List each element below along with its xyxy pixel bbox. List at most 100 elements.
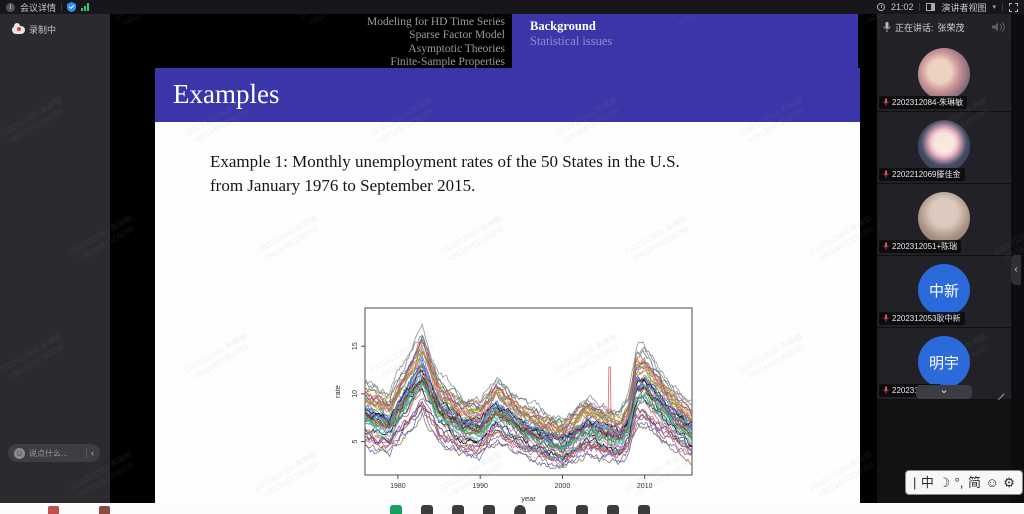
svg-text:1980: 1980 <box>390 483 406 490</box>
svg-text:10: 10 <box>352 390 359 398</box>
divider <box>61 3 63 11</box>
mic-icon <box>883 21 891 32</box>
header-line: Modeling for HD Time Series <box>367 16 505 28</box>
svg-text:rate: rate <box>333 385 342 398</box>
record-icon[interactable] <box>514 505 526 514</box>
slide-title: Examples <box>173 79 280 109</box>
screen-share-icon[interactable] <box>483 505 495 514</box>
unemployment-chart: 5 10 15 rate 1980 1990 2000 2010 year <box>330 303 700 503</box>
participant-tile[interactable]: 2202212069滕佳金 <box>877 112 1011 184</box>
speaking-header: 正在讲话: 张荣茂 <box>877 14 1011 40</box>
chat-input[interactable]: ☺ 说点什么... ‹ <box>8 444 100 462</box>
chevron-down-icon[interactable]: ▾ <box>992 4 996 11</box>
ime-simplified[interactable]: 简 <box>967 475 981 490</box>
info-icon: i <box>6 2 15 12</box>
svg-text:15: 15 <box>352 342 359 350</box>
meeting-bottom-toolbar <box>390 505 650 514</box>
taskbar-left-icons[interactable] <box>48 506 110 514</box>
ime-emoji-icon[interactable]: ☺ <box>985 475 999 490</box>
svg-text:year: year <box>521 494 536 503</box>
speaker-name: 张荣茂 <box>937 22 965 33</box>
participant-tile[interactable]: 2202312084-朱琳敏 <box>877 40 1011 112</box>
avatar: 明宇 <box>918 336 970 388</box>
ime-settings-gear-icon[interactable]: ⚙ <box>1003 475 1015 490</box>
header-section-sub: Statistical issues <box>530 34 613 48</box>
camera-green-icon[interactable] <box>390 505 402 514</box>
recording-indicator: 录制中 <box>12 22 57 36</box>
view-layout-icon <box>926 3 936 11</box>
header-line: Finite-Sample Properties <box>390 56 505 69</box>
ime-punctuation[interactable]: °, <box>954 475 964 490</box>
cloud-record-icon <box>12 22 25 34</box>
header-line: Sparse Factor Model <box>409 29 505 42</box>
mic-icon[interactable] <box>421 505 433 514</box>
muted-mic-icon <box>883 242 889 250</box>
bottom-strip <box>0 503 1024 514</box>
participant-name-chip: 2202312053耿中新 <box>879 312 965 325</box>
meeting-details-button[interactable]: 会议详情 <box>20 2 57 13</box>
ime-cursor: | <box>913 475 917 490</box>
ime-halfwidth-moon-icon[interactable]: ☽ <box>938 475 951 490</box>
divider <box>1002 3 1003 11</box>
right-edge-strip: ‹ <box>1011 14 1024 503</box>
meeting-time: 21:02 <box>890 2 914 12</box>
participants-icon[interactable] <box>452 505 464 514</box>
participant-label: 2202312084-朱琳敏 <box>892 98 964 107</box>
chat-placeholder[interactable]: 说点什么... <box>29 448 68 458</box>
participants-sidebar: 正在讲话: 张荣茂 2202312084-朱琳敏 2202212069滕佳金 220… <box>877 14 1011 503</box>
document-icon[interactable] <box>545 505 557 514</box>
screen-share-area: Modeling for HD Time Series Sparse Facto… <box>110 14 877 503</box>
volume-icon <box>992 22 1005 32</box>
participant-label: 2202312051+陈瑞 <box>892 242 958 251</box>
participant-tile[interactable]: 2202312051+陈瑞 <box>877 184 1011 256</box>
header-section-title: Background <box>530 19 596 33</box>
emoji-icon[interactable]: ☺ <box>14 447 25 459</box>
participant-tile[interactable]: 明宇 2202312048 <box>877 328 1011 400</box>
clock-icon <box>876 3 885 11</box>
participant-tile[interactable]: 中新 2202312053耿中新 <box>877 256 1011 328</box>
muted-mic-icon <box>883 314 889 322</box>
slide-title-bar: Examples <box>155 68 860 122</box>
example-paragraph: Example 1: Monthly unemployment rates of… <box>210 150 830 198</box>
network-signal-icon <box>81 3 90 11</box>
muted-mic-icon <box>883 170 889 178</box>
avatar <box>918 192 970 244</box>
avatar: 中新 <box>918 264 970 316</box>
view-mode-dropdown[interactable]: 演讲者视图 <box>941 2 987 13</box>
sidebar-collapse-chevron[interactable]: ⌄ <box>916 385 972 399</box>
participant-label: 2202312053耿中新 <box>892 314 961 323</box>
slide-body: Example 1: Monthly unemployment rates of… <box>155 122 860 503</box>
participant-label: 2202312048 <box>892 386 937 395</box>
meeting-topbar: i 会议详情 21:02 演讲者视图 ▾ <box>0 0 1024 14</box>
example-line1: Example 1: Monthly unemployment rates of… <box>210 152 680 171</box>
ime-toolbar[interactable]: | 中 ☽ °, 简 ☺ ⚙ <box>905 470 1023 495</box>
example-line2: from January 1976 to September 2015. <box>210 176 476 195</box>
slide-header-topics: Modeling for HD Time Series Sparse Facto… <box>110 14 505 68</box>
app-icon[interactable] <box>48 506 59 514</box>
sidebar-resize-handle[interactable] <box>995 388 1005 402</box>
avatar <box>918 48 970 100</box>
fullscreen-icon[interactable] <box>1009 2 1018 12</box>
slide-header-section: Background Statistical issues <box>512 14 858 68</box>
security-icon[interactable] <box>607 505 619 514</box>
muted-mic-icon <box>883 98 889 106</box>
timer-icon[interactable] <box>576 505 588 514</box>
security-shield-icon[interactable] <box>67 2 77 12</box>
header-line: Asymptotic Theories <box>408 42 505 55</box>
svg-text:5: 5 <box>352 440 359 444</box>
sidebar-collapse-tab[interactable]: ‹ <box>1011 255 1021 285</box>
avatar <box>918 120 970 172</box>
participant-tiles: 2202312084-朱琳敏 2202212069滕佳金 2202312051+陈瑞… <box>877 40 1011 400</box>
app-icon[interactable] <box>99 506 110 514</box>
recording-label: 录制中 <box>29 25 57 35</box>
divider <box>86 448 87 458</box>
ime-mode-chinese[interactable]: 中 <box>920 475 934 490</box>
svg-text:1990: 1990 <box>472 483 488 490</box>
participant-name-chip: 2202312051+陈瑞 <box>879 240 962 253</box>
chat-collapse-arrow-icon[interactable]: ‹ <box>91 448 94 458</box>
participant-name-chip: 2202212069滕佳金 <box>879 168 965 181</box>
divider <box>919 3 921 11</box>
settings-icon[interactable] <box>638 505 650 514</box>
speaking-prefix: 正在讲话: <box>895 22 934 33</box>
